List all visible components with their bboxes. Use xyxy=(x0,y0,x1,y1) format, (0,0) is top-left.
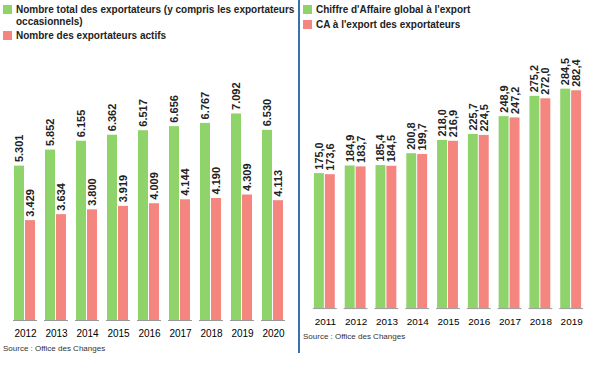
svg-text:6.530: 6.530 xyxy=(261,99,273,127)
svg-text:284,5: 284,5 xyxy=(559,57,572,86)
svg-text:2015: 2015 xyxy=(107,328,130,339)
svg-text:184,5: 184,5 xyxy=(385,135,397,162)
svg-text:185,4: 185,4 xyxy=(374,134,387,162)
svg-text:2017: 2017 xyxy=(499,316,522,327)
svg-text:2014: 2014 xyxy=(76,328,99,339)
svg-text:2018: 2018 xyxy=(530,316,553,327)
svg-text:4.144: 4.144 xyxy=(179,167,191,195)
svg-text:218,0: 218,0 xyxy=(436,109,448,137)
svg-text:2013: 2013 xyxy=(45,328,68,339)
svg-text:2012: 2012 xyxy=(14,328,37,339)
svg-text:2016: 2016 xyxy=(138,328,161,339)
svg-text:275,2: 275,2 xyxy=(528,65,541,93)
svg-text:224,5: 224,5 xyxy=(478,104,490,131)
svg-text:2020: 2020 xyxy=(262,328,285,339)
svg-text:248,9: 248,9 xyxy=(497,85,510,113)
svg-text:4.113: 4.113 xyxy=(272,170,284,197)
svg-text:6.517: 6.517 xyxy=(137,99,149,127)
svg-text:216,9: 216,9 xyxy=(447,110,459,137)
svg-text:2018: 2018 xyxy=(200,328,223,339)
html-text:Source : Office des Changes: Source : Office des Changes xyxy=(3,344,106,353)
svg-text:225,7: 225,7 xyxy=(466,103,479,131)
svg-text:199,7: 199,7 xyxy=(416,123,428,150)
svg-text:2013: 2013 xyxy=(376,316,399,327)
svg-text:3.919: 3.919 xyxy=(117,175,129,203)
svg-text:2014: 2014 xyxy=(407,316,430,327)
svg-text:3.634: 3.634 xyxy=(55,182,67,210)
svg-text:2019: 2019 xyxy=(231,328,254,339)
svg-text:173,6: 173,6 xyxy=(324,143,336,170)
svg-text:6.767: 6.767 xyxy=(199,92,211,120)
svg-text:7.092: 7.092 xyxy=(230,82,242,110)
svg-text:282,4: 282,4 xyxy=(570,59,582,86)
svg-text:5.301: 5.301 xyxy=(13,135,25,163)
svg-text:4.309: 4.309 xyxy=(241,163,253,191)
svg-text:2012: 2012 xyxy=(345,316,368,327)
svg-text:183,7: 183,7 xyxy=(355,136,367,163)
svg-text:6.362: 6.362 xyxy=(106,104,118,132)
svg-text:247,2: 247,2 xyxy=(509,87,521,114)
svg-text:2019: 2019 xyxy=(561,316,584,327)
html-text:Nombre des exportateurs actifs: Nombre des exportateurs actifs xyxy=(16,30,167,41)
svg-text:6.656: 6.656 xyxy=(168,95,180,123)
svg-text:4.009: 4.009 xyxy=(148,172,160,200)
svg-text:175,0: 175,0 xyxy=(312,142,325,170)
svg-text:5.852: 5.852 xyxy=(44,119,56,147)
svg-text:2016: 2016 xyxy=(468,316,491,327)
svg-text:272,0: 272,0 xyxy=(539,68,551,95)
svg-text:4.190: 4.190 xyxy=(210,167,222,195)
html-text:CA à l'export des exportateurs: CA à l'export des exportateurs xyxy=(316,19,461,30)
svg-text:2017: 2017 xyxy=(169,328,192,339)
svg-text:3.800: 3.800 xyxy=(86,178,98,206)
svg-text:3.429: 3.429 xyxy=(24,189,36,217)
svg-text:200,8: 200,8 xyxy=(405,122,418,150)
svg-text:2015: 2015 xyxy=(437,316,460,327)
svg-text:184,9: 184,9 xyxy=(343,134,356,162)
html-text:Nombre total des exportateurs: Nombre total des exportateurs (y compris… xyxy=(16,4,295,27)
svg-text:6.155: 6.155 xyxy=(75,110,87,138)
html-text:Chiffre d'Affaire global à l'e: Chiffre d'Affaire global à l'export xyxy=(316,4,471,15)
html-text:Source : Office des Changes: Source : Office des Changes xyxy=(303,331,406,341)
svg-text:2011: 2011 xyxy=(315,316,337,327)
